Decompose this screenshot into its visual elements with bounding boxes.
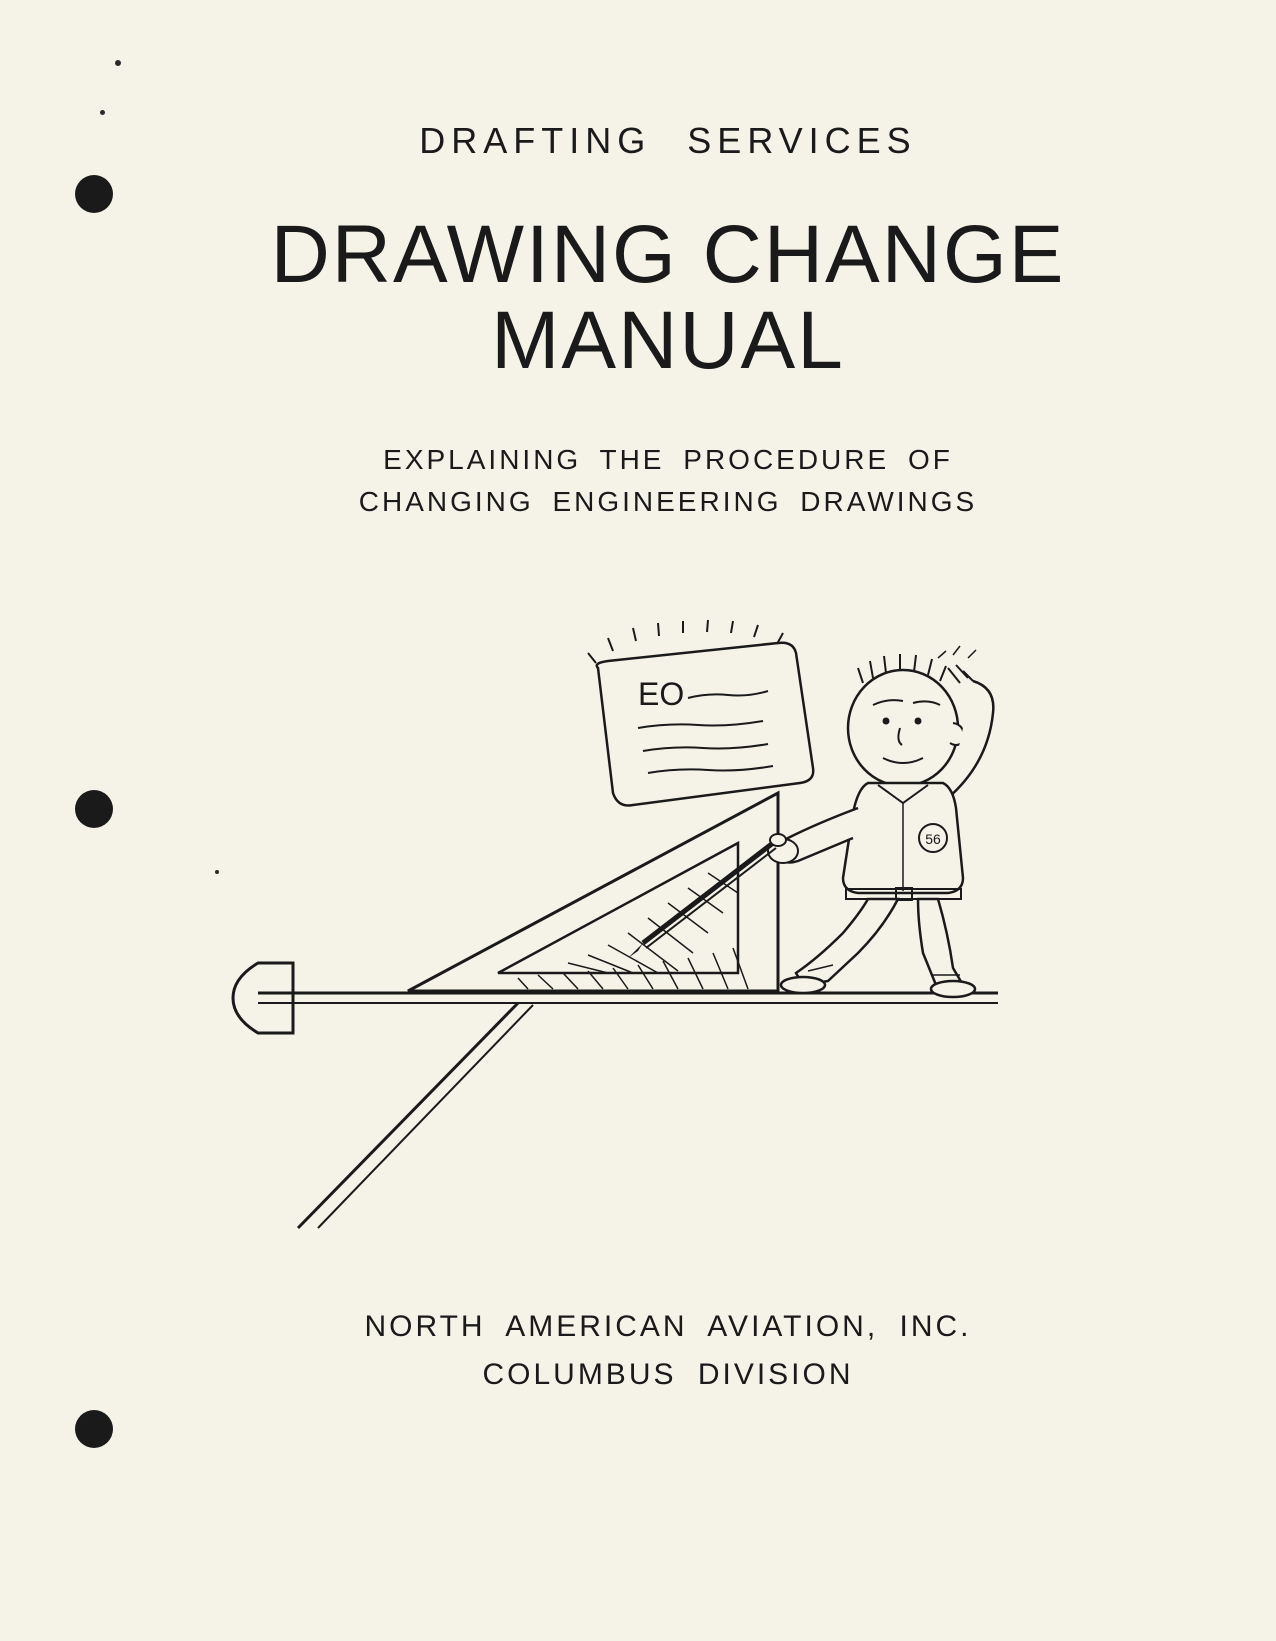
document-page: DRAFTING SERVICES DRAWING CHANGE MANUAL …: [0, 0, 1276, 1641]
division-name: COLUMBUS DIVISION: [160, 1351, 1176, 1399]
department-header: DRAFTING SERVICES: [160, 120, 1176, 162]
eo-label: EO: [638, 676, 684, 712]
subtitle-line-1: EXPLAINING THE PROCEDURE OF: [160, 439, 1176, 481]
pencil-icon: [628, 834, 786, 958]
title-line-1: DRAWING CHANGE: [160, 212, 1176, 298]
paper-spot: [215, 870, 219, 874]
drafting-triangle: [408, 793, 778, 991]
subtitle-line-2: CHANGING ENGINEERING DRAWINGS: [160, 481, 1176, 523]
t-square-head: [233, 963, 293, 1033]
punch-hole-bottom: [75, 1410, 113, 1448]
draftsman-illustration: EO: [218, 613, 1118, 1233]
badge-number: 56: [925, 831, 941, 847]
paper-spot: [100, 110, 105, 115]
punch-hole-middle: [75, 790, 113, 828]
company-footer: NORTH AMERICAN AVIATION, INC. COLUMBUS D…: [160, 1303, 1176, 1399]
drafting-table: [258, 993, 998, 1228]
subtitle: EXPLAINING THE PROCEDURE OF CHANGING ENG…: [160, 439, 1176, 523]
company-name: NORTH AMERICAN AVIATION, INC.: [160, 1303, 1176, 1351]
paper-spot: [115, 60, 121, 66]
title-line-2: MANUAL: [160, 298, 1176, 384]
eo-document: EO: [588, 620, 813, 806]
illustration-container: EO: [160, 603, 1176, 1243]
main-title: DRAWING CHANGE MANUAL: [160, 212, 1176, 384]
punch-hole-top: [75, 175, 113, 213]
